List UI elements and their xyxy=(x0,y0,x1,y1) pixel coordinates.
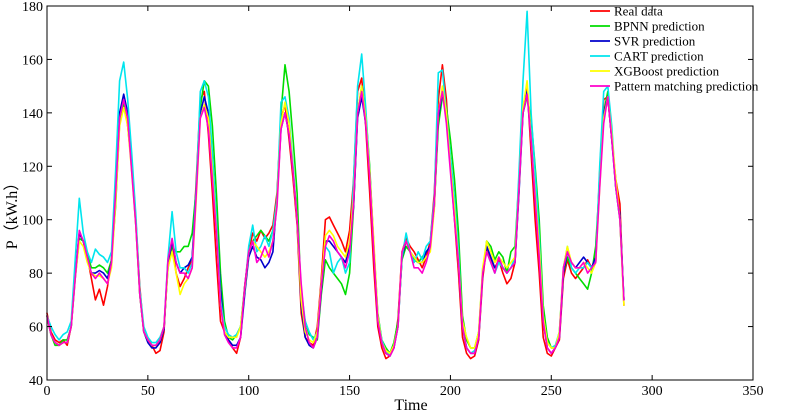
y-tick-label: 180 xyxy=(22,0,43,15)
legend-item: Real data xyxy=(590,4,663,19)
legend-label: CART prediction xyxy=(614,49,704,64)
legend-label: SVR prediction xyxy=(614,34,696,49)
x-tick-label: 150 xyxy=(339,384,360,399)
legend-item: SVR prediction xyxy=(590,34,696,49)
legend-label: Pattern matching prediction xyxy=(614,79,759,94)
legend-label: Real data xyxy=(614,4,663,19)
x-tick-label: 50 xyxy=(141,384,155,399)
axes-layer: 0 50 100 150 200 250 300 350 40 60 80 100 120 140 160 1… xyxy=(22,0,764,399)
y-tick-label: 60 xyxy=(29,321,43,336)
x-tick-label: 250 xyxy=(541,384,562,399)
legend-label: XGBoost prediction xyxy=(614,64,720,79)
y-tick-label: 40 xyxy=(29,374,43,389)
y-tick-label: 160 xyxy=(22,53,43,68)
x-tick-label: 0 xyxy=(44,384,51,399)
legend-item: XGBoost prediction xyxy=(590,64,720,79)
x-tick-label: 300 xyxy=(642,384,663,399)
series-line-6 xyxy=(46,90,625,357)
legend-item: CART prediction xyxy=(590,49,704,64)
x-tick-label: 200 xyxy=(440,384,461,399)
x-tick-label: 350 xyxy=(743,384,764,399)
legend-item: Pattern matching prediction xyxy=(590,79,759,94)
y-axis-title: P（kW.h） xyxy=(3,175,21,250)
legend-item: BPNN prediction xyxy=(590,19,705,34)
y-tick-label: 140 xyxy=(22,107,43,122)
y-tick-label: 120 xyxy=(22,160,43,175)
legend-label: BPNN prediction xyxy=(614,19,705,34)
y-tick-label: 80 xyxy=(29,267,43,282)
y-tick-label: 100 xyxy=(22,214,43,229)
plot-frame xyxy=(46,5,754,381)
series-layer xyxy=(46,10,625,360)
x-tick-label: 100 xyxy=(238,384,259,399)
x-axis-title: Time xyxy=(394,397,427,413)
